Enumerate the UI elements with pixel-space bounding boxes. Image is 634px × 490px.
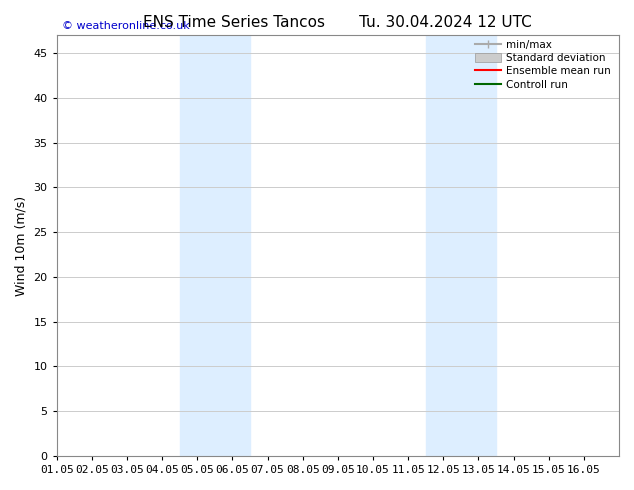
Legend: min/max, Standard deviation, Ensemble mean run, Controll run: min/max, Standard deviation, Ensemble me… <box>472 36 614 93</box>
Bar <box>179 35 250 456</box>
Y-axis label: Wind 10m (m/s): Wind 10m (m/s) <box>15 196 28 296</box>
Title: ENS Time Series Tancos       Tu. 30.04.2024 12 UTC: ENS Time Series Tancos Tu. 30.04.2024 12… <box>143 15 532 30</box>
Text: © weatheronline.co.uk: © weatheronline.co.uk <box>62 21 190 31</box>
Bar <box>425 35 496 456</box>
